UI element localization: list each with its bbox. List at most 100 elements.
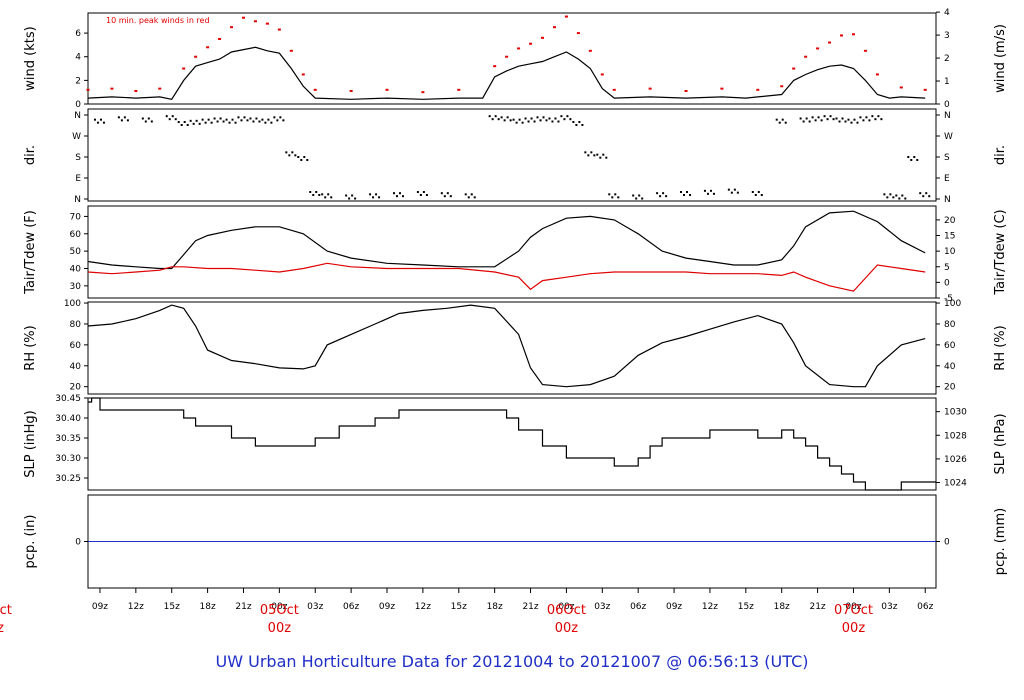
- dir-point: [369, 193, 372, 196]
- date-hour-label: 00z: [842, 621, 866, 636]
- peak-wind-mark: [289, 49, 293, 52]
- dir-point: [186, 124, 189, 126]
- dir-point: [354, 197, 357, 200]
- panel-frame: [87, 205, 937, 299]
- peak-wind-mark: [684, 90, 688, 92]
- left-axis-label: SLP (inHg): [23, 410, 38, 478]
- dir-point: [467, 196, 470, 199]
- left-axis-label: dir.: [23, 145, 38, 165]
- right-tick-label: 0: [944, 278, 950, 288]
- dir-point: [497, 118, 500, 121]
- rh-series-line: [87, 304, 926, 388]
- right-tick-label: S: [944, 153, 950, 163]
- dir-point: [351, 194, 354, 197]
- dir-point: [736, 191, 739, 194]
- left-axis-label: Tair/Tdew (F): [23, 210, 38, 295]
- right-tick-label: 20: [944, 216, 956, 226]
- dir-point: [449, 195, 452, 198]
- x-tick-label: 06z: [917, 602, 933, 612]
- x-tick-label: 15z: [164, 602, 180, 612]
- dir-point: [808, 120, 811, 123]
- dir-point: [174, 118, 177, 121]
- dir-point: [871, 115, 874, 118]
- right-tick-label: W: [944, 132, 953, 142]
- right-tick-label: 1028: [944, 431, 967, 441]
- dir-point: [802, 120, 805, 123]
- dir-point: [757, 191, 760, 193]
- dir-point: [916, 159, 919, 161]
- left-tick-label: 70: [70, 212, 82, 222]
- dir-point: [569, 118, 572, 121]
- left-tick-label: 80: [70, 320, 82, 330]
- dir-point: [814, 119, 817, 122]
- dir-point: [500, 116, 503, 119]
- dir-point: [907, 156, 910, 158]
- dir-point: [730, 191, 733, 194]
- dir-point: [261, 118, 264, 121]
- dir-point: [93, 118, 96, 121]
- dir-point: [192, 122, 195, 125]
- dir-point: [656, 192, 659, 195]
- dir-point: [246, 119, 249, 122]
- dir-point: [255, 117, 258, 120]
- dir-point: [838, 120, 841, 123]
- date-label: 07Oct: [834, 603, 873, 618]
- dir-point: [799, 117, 802, 120]
- dir-point: [889, 193, 892, 196]
- dir-point: [662, 192, 665, 195]
- left-tick-label: 40: [70, 264, 82, 274]
- dir-point: [856, 121, 859, 124]
- x-tick-label: 12z: [702, 602, 718, 612]
- left-axis-label: pcp. (in): [23, 515, 38, 569]
- right-tick-label: N: [944, 111, 951, 121]
- dir-point: [270, 121, 273, 124]
- left-tick-label: 30.35: [55, 434, 81, 444]
- dir-point: [419, 194, 422, 196]
- dir-point: [327, 193, 330, 196]
- tdew-series-line: [87, 262, 926, 292]
- dir-point: [222, 120, 225, 123]
- dir-point: [689, 194, 692, 196]
- date-label: 06Oct: [547, 603, 586, 618]
- dir-point: [96, 121, 99, 124]
- panel-dir: dir. dir. N N E E S S W W N N: [23, 108, 1008, 205]
- dir-point: [168, 118, 171, 121]
- dir-point: [207, 118, 210, 121]
- dir-point: [228, 121, 231, 124]
- dir-point: [829, 115, 832, 118]
- date-hour-label: 00z: [555, 621, 579, 636]
- dir-point: [638, 194, 641, 197]
- dir-point: [542, 116, 545, 119]
- dir-point: [446, 192, 449, 195]
- peak-wind-mark: [385, 88, 389, 91]
- peak-wind-mark: [875, 73, 879, 76]
- dir-point: [641, 197, 644, 200]
- right-axis-label: dir.: [993, 145, 1008, 165]
- dir-point: [611, 196, 614, 199]
- peak-wind-mark: [349, 90, 353, 92]
- right-tick-label: 3: [944, 31, 950, 41]
- dir-point: [778, 121, 781, 124]
- dir-point: [204, 121, 207, 124]
- peak-wind-mark: [851, 33, 855, 36]
- peak-wind-mark: [564, 15, 568, 18]
- right-tick-label: 60: [944, 341, 956, 351]
- dir-point: [859, 116, 862, 119]
- dir-point: [315, 191, 318, 193]
- dir-point: [706, 192, 709, 195]
- dir-point: [234, 121, 237, 124]
- dir-point: [733, 188, 736, 191]
- peak-wind-mark: [804, 55, 808, 58]
- dir-point: [195, 119, 198, 122]
- dir-point: [213, 117, 216, 120]
- dir-point: [282, 119, 285, 122]
- dir-point: [503, 119, 506, 122]
- dir-point: [805, 117, 808, 120]
- dir-point: [554, 117, 557, 120]
- left-tick-label: 60: [70, 341, 82, 351]
- left-tick-label: N: [74, 111, 81, 121]
- x-tick-label: 09z: [92, 602, 108, 612]
- dir-point: [126, 119, 129, 122]
- date-label: 04Oct: [0, 603, 12, 618]
